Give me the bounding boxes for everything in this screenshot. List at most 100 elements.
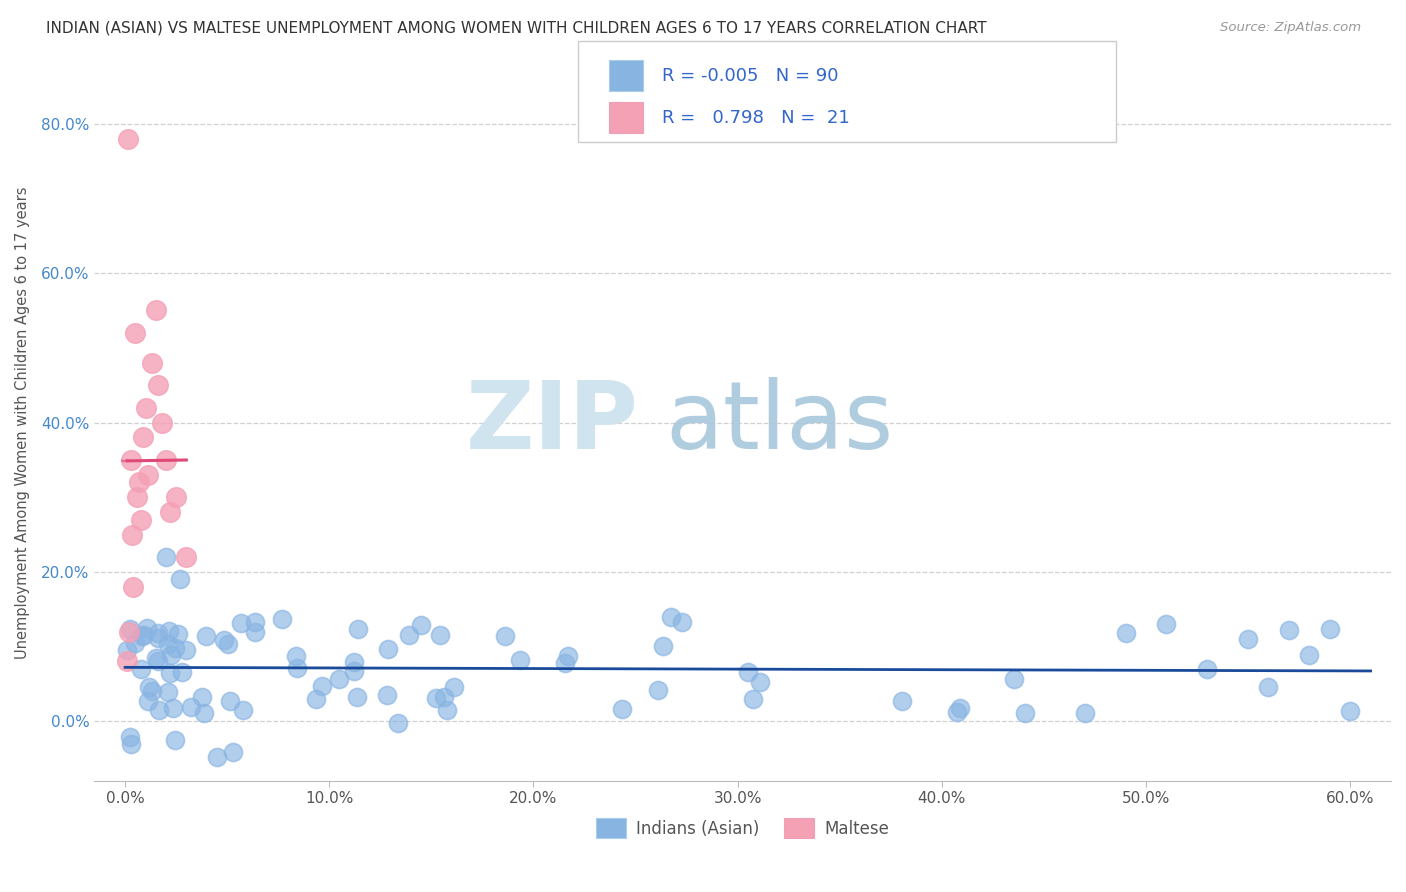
Point [128,475,150,490]
Point [554,656,576,670]
Point [377,642,399,657]
Point [145,303,167,318]
Point [170,665,193,680]
Point [136,621,159,635]
Point [433,690,456,705]
Point [163,732,186,747]
Point [285,648,308,663]
Point [494,629,516,643]
Point [311,680,333,694]
Point [148,703,170,717]
Point [195,629,218,643]
Point [443,680,465,694]
Point [124,636,146,650]
Text: atlas: atlas [665,376,893,468]
Point [159,505,181,519]
Point [214,632,236,647]
Point [346,622,368,636]
Point [671,615,693,630]
Text: Source: ZipAtlas.com: Source: ZipAtlas.com [1220,21,1361,34]
Point [118,622,141,636]
Point [1319,622,1341,636]
Text: ZIP: ZIP [467,376,638,468]
Point [115,655,138,669]
Point [232,703,254,717]
Point [1339,705,1361,719]
Point [343,655,366,669]
Point [180,700,202,714]
Point [651,639,673,653]
Point [131,629,153,643]
Point [146,378,169,392]
Point [436,704,458,718]
Point [157,637,180,651]
Point [243,615,266,630]
Point [949,700,972,714]
Point [159,665,181,680]
Point [217,637,239,651]
Point [155,549,177,564]
Point [343,664,366,678]
Point [160,648,183,662]
Point [174,642,197,657]
Point [271,612,294,626]
Point [398,628,420,642]
Point [167,627,190,641]
Point [737,665,759,680]
Point [162,701,184,715]
Point [1074,706,1097,720]
Point [131,662,153,676]
Point [661,610,683,624]
Point [155,453,177,467]
Point [612,702,634,716]
Point [285,660,308,674]
Point [148,654,170,668]
Point [205,750,228,764]
Point [375,688,398,702]
Legend: Indians (Asian), Maltese: Indians (Asian), Maltese [589,812,896,845]
Point [157,685,180,699]
Y-axis label: Unemployment Among Women with Children Ages 6 to 17 years: Unemployment Among Women with Children A… [15,186,30,659]
Point [190,690,212,705]
Point [122,580,145,594]
Point [1115,626,1137,640]
Point [425,690,447,705]
Point [136,694,159,708]
Point [124,326,146,340]
Point [647,683,669,698]
Point [118,624,141,639]
Point [169,572,191,586]
Point [146,626,169,640]
Point [138,680,160,694]
Point [231,615,253,630]
Point [117,132,139,146]
Point [387,716,409,731]
Text: R = -0.005   N = 90: R = -0.005 N = 90 [662,67,839,85]
Point [146,631,169,645]
Point [121,527,143,541]
Point [165,490,187,504]
Point [749,674,772,689]
Point [222,745,245,759]
Point [1156,616,1178,631]
Point [136,467,159,482]
Point [193,706,215,720]
Point [945,705,967,719]
Point [218,694,240,708]
Point [890,694,912,708]
Point [557,649,579,664]
Text: R =   0.798   N =  21: R = 0.798 N = 21 [662,109,851,127]
Point [141,684,163,698]
Point [131,513,153,527]
Point [509,653,531,667]
Point [346,690,368,705]
Point [150,416,173,430]
Point [141,356,163,370]
Point [115,642,138,657]
Point [1257,681,1279,695]
Point [176,549,198,564]
Point [245,624,267,639]
Text: INDIAN (ASIAN) VS MALTESE UNEMPLOYMENT AMONG WOMEN WITH CHILDREN AGES 6 TO 17 YE: INDIAN (ASIAN) VS MALTESE UNEMPLOYMENT A… [46,21,987,36]
Point [1002,672,1025,686]
Point [429,628,451,642]
